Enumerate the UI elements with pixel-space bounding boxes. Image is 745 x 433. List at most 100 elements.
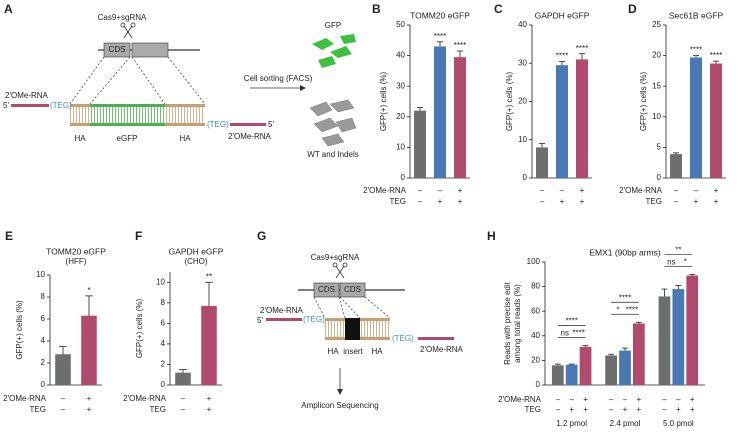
- y-tick-label: 40: [396, 51, 405, 60]
- y-tick-label: 0: [41, 380, 46, 389]
- condition-value: –: [609, 395, 614, 404]
- condition-label: 2'OMe-RNA: [498, 395, 542, 404]
- panel-label: E: [5, 229, 13, 243]
- gene-box-label: CDS: [109, 45, 126, 54]
- arm-label: HA: [371, 347, 383, 356]
- comparison-label: ****: [572, 329, 584, 338]
- significance-label: ****: [576, 44, 588, 53]
- panel-label: A: [4, 2, 13, 16]
- condition-value: +: [560, 197, 565, 206]
- arrow-head: [300, 85, 306, 91]
- significance-label: ****: [454, 41, 466, 50]
- bar: [536, 147, 548, 178]
- y-axis-label: among total reads (%): [513, 284, 522, 363]
- rna-strand: [266, 318, 302, 321]
- comparison-label: ****: [619, 293, 631, 302]
- bar: [556, 65, 568, 178]
- gene-box: [313, 282, 340, 298]
- chart-title: TOMM20 eGFP: [410, 10, 470, 20]
- y-tick-label: 80: [531, 282, 540, 291]
- condition-value: –: [556, 405, 561, 414]
- condition-value: +: [87, 394, 92, 403]
- gene-box-label: CDS: [344, 285, 361, 294]
- bar: [633, 323, 645, 385]
- chart-title: GAPDH eGFP: [535, 10, 590, 20]
- y-tick-label: 2: [41, 358, 46, 367]
- x-tick-label: 2.4 pmol: [610, 419, 641, 428]
- bar: [658, 296, 671, 385]
- condition-value: +: [438, 197, 443, 206]
- condition-value: –: [61, 394, 66, 403]
- condition-label: TEG: [150, 405, 166, 414]
- condition-value: –: [540, 186, 545, 195]
- condition-value: –: [676, 395, 681, 404]
- condition-value: –: [623, 395, 628, 404]
- significance-label: *: [87, 286, 90, 295]
- bar: [565, 364, 578, 385]
- donor: [325, 318, 390, 340]
- linker-label: (TEG): [392, 334, 414, 343]
- panel-label: H: [487, 229, 496, 243]
- condition-value: +: [690, 395, 695, 404]
- mapping-lines: [69, 56, 206, 105]
- condition-value: +: [583, 395, 588, 404]
- arm-label: HA: [327, 347, 339, 356]
- condition-value: –: [540, 197, 545, 206]
- bar: [619, 350, 631, 385]
- panel-label: C: [494, 2, 503, 16]
- condition-value: +: [637, 395, 642, 404]
- comparison-label: **: [675, 245, 681, 254]
- diagram-a: A Cas9+sgRNA CDS 2'OMe-RNA 5' (TEG) HA e…: [3, 2, 359, 159]
- gene-box: [339, 282, 366, 298]
- y-tick-label: 20: [652, 51, 661, 60]
- y-tick-label: 0: [161, 380, 166, 389]
- comparison-label: ns: [667, 257, 675, 266]
- y-axis-label: Reads with precise edit: [503, 281, 512, 364]
- panel-label: B: [372, 2, 381, 16]
- significance-label: ****: [690, 46, 702, 55]
- chart-subtitle: (CHO): [184, 257, 207, 266]
- significance-label: ****: [556, 51, 568, 60]
- condition-value: +: [580, 186, 585, 195]
- comparison-label: ns: [561, 329, 569, 338]
- condition-value: –: [674, 186, 679, 195]
- significance-label: **: [206, 272, 212, 281]
- condition-value: –: [181, 405, 186, 414]
- panel-label: D: [628, 2, 637, 16]
- y-axis-label: GFP(+) cells (%): [135, 299, 144, 359]
- rna-strand: [11, 104, 49, 107]
- condition-value: +: [458, 197, 463, 206]
- y-tick-label: 15: [652, 81, 661, 90]
- y-tick-label: 2: [161, 360, 166, 369]
- gene-box: [131, 42, 169, 58]
- y-tick-label: 10: [156, 277, 165, 286]
- condition-value: +: [714, 197, 719, 206]
- significance-label: ****: [434, 32, 446, 41]
- condition-value: –: [418, 197, 423, 206]
- y-tick-label: 40: [531, 331, 540, 340]
- x-tick-label: 1.2 pmol: [556, 419, 587, 428]
- y-tick-label: 5: [657, 143, 662, 152]
- condition-value: +: [623, 405, 628, 414]
- gene-box: [103, 42, 131, 58]
- linker-label: (TEG): [207, 120, 229, 129]
- arm-label: HA: [74, 134, 86, 143]
- y-tick-label: 100: [527, 257, 541, 266]
- rna-strand: [230, 123, 266, 126]
- gene-box-label: CDS: [318, 285, 335, 294]
- chart-title: GAPDH eGFP: [169, 246, 224, 256]
- y-tick-label: 60: [531, 306, 540, 315]
- bar: [710, 63, 722, 178]
- condition-value: +: [690, 405, 695, 414]
- condition-value: +: [569, 405, 574, 414]
- condition-value: –: [181, 394, 186, 403]
- condition-value: +: [580, 197, 585, 206]
- y-tick-label: 10: [518, 135, 527, 144]
- y-tick-label: 4: [41, 336, 46, 345]
- bar: [201, 305, 217, 385]
- enzyme-label: Cas9+sgRNA: [311, 253, 360, 262]
- diagram-g: G Cas9+sgRNA CDS CDS 2'OMe-RNA 5' (TEG) …: [257, 229, 464, 410]
- condition-value: +: [714, 186, 719, 195]
- y-tick-label: 30: [396, 81, 405, 90]
